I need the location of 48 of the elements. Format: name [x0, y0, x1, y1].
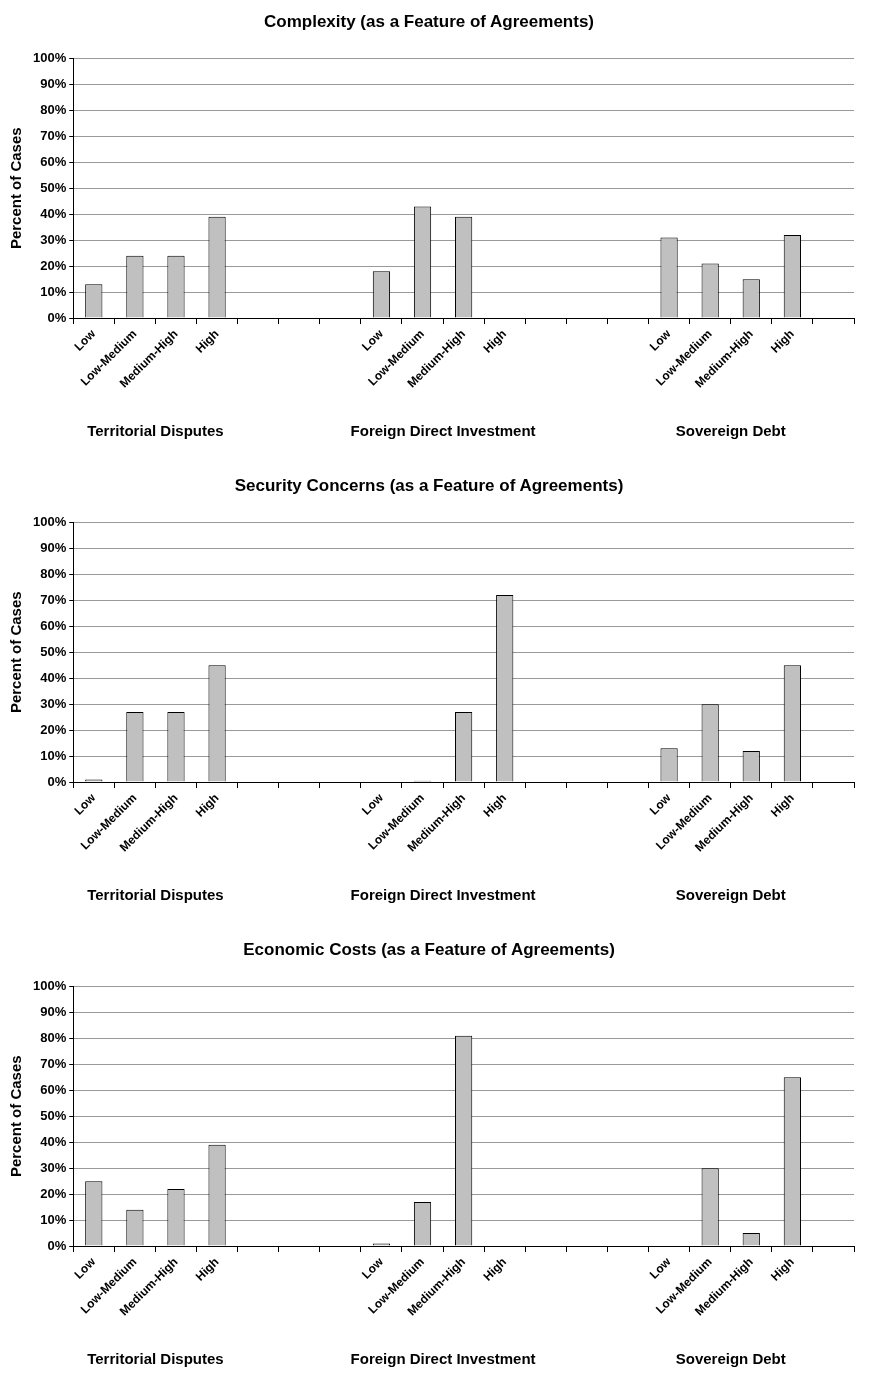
text: Foreign Direct Investment — [350, 422, 536, 440]
text: Territorial Disputes — [87, 1350, 224, 1368]
y-axis-title: Percent of Cases — [7, 591, 25, 714]
y-tick-label: 80% — [40, 565, 67, 581]
y-tick-label: 60% — [40, 1081, 67, 1097]
y-axis-title: Percent of Cases — [7, 1055, 25, 1178]
y-tick-label: 10% — [40, 747, 67, 763]
y-tick-label: 90% — [40, 539, 67, 555]
y-tick-label: 30% — [40, 695, 67, 711]
y-tick-label: 50% — [40, 1107, 67, 1123]
y-tick-label: 90% — [40, 75, 67, 91]
chart-title: Economic Costs (as a Feature of Agreements) — [243, 939, 615, 959]
text: Sovereign Debt — [675, 1350, 786, 1368]
y-tick-label: 100% — [33, 513, 67, 529]
chart-title: Security Concerns (as a Feature of Agreements) — [234, 475, 624, 495]
text: Foreign Direct Investment — [350, 886, 536, 904]
text: Territorial Disputes — [87, 886, 224, 904]
y-tick-label: 0% — [47, 309, 67, 325]
y-tick-label: 20% — [40, 1185, 67, 1201]
y-tick-label: 0% — [47, 1237, 67, 1253]
y-tick-label: 0% — [47, 773, 67, 789]
text: Sovereign Debt — [675, 422, 786, 440]
y-tick-label: 10% — [40, 1211, 67, 1227]
y-tick-label: 10% — [40, 283, 67, 299]
chart-title: Complexity (as a Feature of Agreements) — [263, 11, 595, 31]
y-tick-label: 100% — [33, 977, 67, 993]
y-tick-label: 40% — [40, 669, 67, 685]
y-tick-label: 100% — [33, 49, 67, 65]
y-tick-label: 80% — [40, 1029, 67, 1045]
text: Territorial Disputes — [87, 422, 224, 440]
y-tick-label: 20% — [40, 721, 67, 737]
y-tick-label: 70% — [40, 591, 67, 607]
y-axis-title: Percent of Cases — [7, 127, 25, 250]
y-tick-label: 20% — [40, 257, 67, 273]
y-tick-label: 60% — [40, 617, 67, 633]
y-tick-label: 50% — [40, 179, 67, 195]
y-tick-label: 70% — [40, 1055, 67, 1071]
y-tick-label: 40% — [40, 205, 67, 221]
y-tick-label: 80% — [40, 101, 67, 117]
y-tick-label: 70% — [40, 127, 67, 143]
y-tick-label: 40% — [40, 1133, 67, 1149]
y-tick-label: 60% — [40, 153, 67, 169]
y-tick-label: 30% — [40, 231, 67, 247]
y-tick-label: 30% — [40, 1159, 67, 1175]
text: Foreign Direct Investment — [350, 1350, 536, 1368]
y-tick-label: 90% — [40, 1003, 67, 1019]
y-tick-label: 50% — [40, 643, 67, 659]
text: Sovereign Debt — [675, 886, 786, 904]
